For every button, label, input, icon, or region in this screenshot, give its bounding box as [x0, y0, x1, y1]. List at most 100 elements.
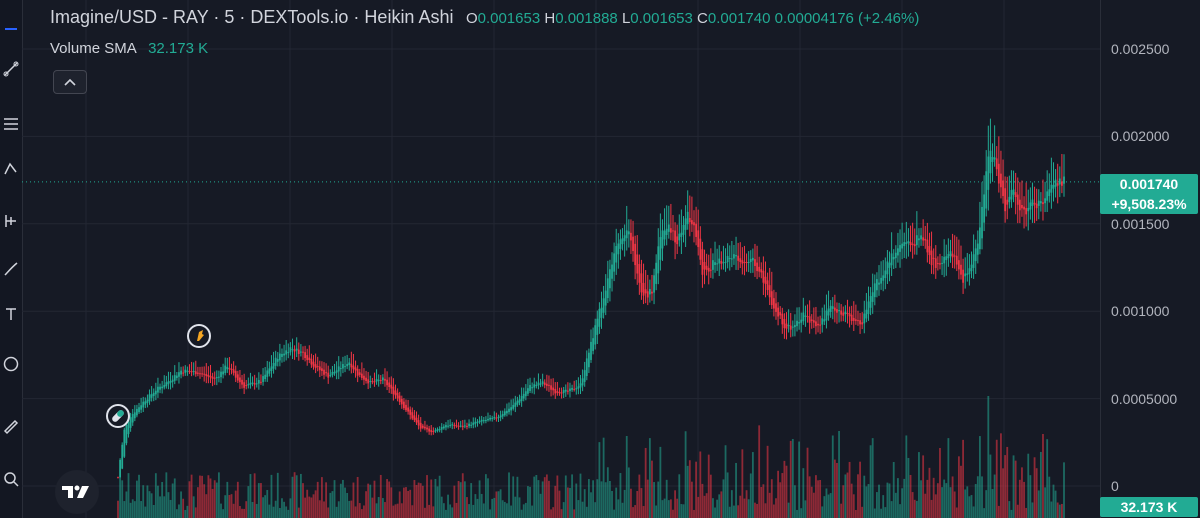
candle-body [411, 412, 414, 419]
volume-bar [569, 487, 571, 518]
volume-bar [121, 480, 124, 518]
volume-bar [386, 479, 388, 518]
volume-bar [123, 501, 126, 518]
volume-bar [281, 498, 283, 518]
candle-body [175, 375, 178, 378]
volume-bar [829, 493, 832, 518]
candle-body [495, 417, 498, 419]
volume-bar [463, 481, 466, 518]
volume-bar [1048, 476, 1051, 518]
volume-bar [127, 473, 130, 518]
candle-body [373, 381, 376, 383]
candle-body [947, 254, 950, 259]
volume-bar [457, 480, 460, 518]
volume-bar [564, 475, 567, 518]
candle-body [741, 260, 744, 264]
candle-body [527, 388, 529, 394]
volume-bar [184, 509, 187, 518]
volume-bar [646, 479, 649, 518]
candle-body [913, 244, 916, 247]
volume-bar [1021, 467, 1023, 518]
candle-body [854, 319, 857, 321]
volume-bar [934, 494, 937, 518]
volume-bar [243, 508, 246, 518]
candle-body [722, 262, 725, 264]
rocket-icon[interactable] [187, 324, 211, 348]
volume-legend[interactable]: Volume SMA 32.173 K [50, 40, 208, 57]
candle-body [772, 298, 775, 309]
candle-body [209, 375, 212, 378]
volume-bar [455, 502, 458, 518]
volume-bar [957, 456, 960, 518]
candle-body [934, 258, 937, 268]
volume-bar [632, 507, 634, 518]
candle-body [1016, 194, 1019, 205]
volume-bar [400, 503, 403, 518]
candle-body [430, 430, 433, 433]
minus-icon[interactable] [2, 20, 20, 38]
volume-bar [354, 506, 357, 518]
candle-body [941, 262, 943, 264]
tradingview-logo[interactable] [55, 470, 99, 514]
volume-bar [356, 476, 359, 518]
volume-bar [819, 479, 822, 518]
candle-body [524, 391, 527, 397]
candle-body [291, 349, 294, 351]
volume-bar [859, 461, 861, 518]
volume-bar [804, 500, 807, 518]
zoom-icon[interactable] [2, 470, 20, 488]
candle-body [1004, 188, 1007, 212]
candle-body [299, 351, 302, 353]
candle-body [880, 277, 883, 284]
candle-body [642, 282, 645, 296]
fib-icon[interactable] [2, 115, 20, 133]
volume-bar [329, 492, 332, 518]
volume-bar [915, 500, 918, 518]
candle-body [705, 265, 708, 270]
candle-body [989, 150, 992, 174]
volume-bar [783, 460, 786, 518]
candle-body [125, 424, 128, 444]
volume-bar [884, 507, 887, 518]
trend-line-icon[interactable] [2, 60, 20, 78]
volume-bar [215, 482, 218, 518]
symbol-title[interactable]: Imagine/USD - RAY · 5 · DEXTools.io · He… [50, 7, 454, 27]
collapse-legend-button[interactable] [53, 70, 87, 94]
volume-bar [918, 452, 920, 518]
volume-bar [964, 489, 967, 518]
volume-bar [520, 509, 523, 518]
candle-body [180, 370, 182, 375]
volume-bar [352, 482, 355, 518]
text-icon[interactable] [2, 305, 20, 323]
prediction-icon[interactable] [2, 212, 20, 230]
candle-body [911, 243, 914, 245]
volume-bar [434, 478, 437, 518]
volume-bar [1029, 475, 1032, 518]
volume-bar [377, 497, 380, 518]
volume-bar [602, 437, 605, 518]
candle-body [806, 316, 809, 318]
chart-pane[interactable] [22, 0, 1100, 518]
volume-bar [644, 447, 647, 518]
volume-bar [1054, 490, 1057, 518]
ruler-icon[interactable] [2, 418, 20, 436]
volume-bar [421, 485, 424, 518]
candle-body [571, 387, 573, 390]
candlestick-plot[interactable] [22, 0, 1100, 518]
brush-icon[interactable] [2, 260, 20, 278]
candle-body [829, 305, 832, 312]
candle-body [869, 296, 872, 308]
pattern-icon[interactable] [2, 160, 20, 178]
emoji-icon[interactable] [2, 355, 20, 373]
volume-bar [163, 496, 166, 518]
candle-body [972, 254, 975, 268]
pill-icon[interactable] [106, 404, 130, 428]
candle-body [339, 368, 342, 370]
candle-body [442, 426, 445, 429]
candle-body [451, 424, 454, 426]
price-scale[interactable]: 0.002500 0.002000 0.001500 0.001000 0.000500… [1100, 0, 1200, 518]
volume-bar [682, 504, 685, 518]
candle-body [720, 261, 723, 264]
candle-body [224, 365, 227, 373]
candle-body [932, 257, 935, 259]
